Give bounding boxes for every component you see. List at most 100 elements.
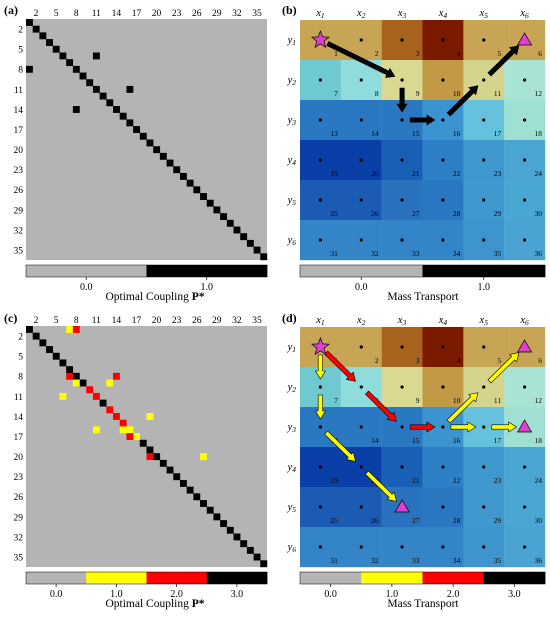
colorbar-segment: [86, 572, 147, 584]
x-label: x4: [438, 315, 448, 327]
matrix-cell: [240, 540, 248, 548]
matrix-cell: [206, 506, 214, 514]
colorbar-segment: [300, 572, 362, 584]
matrix-cell: [146, 446, 154, 454]
cell-number: 8: [375, 89, 379, 98]
cell-center-dot: [441, 425, 445, 429]
cell-number: 11: [494, 89, 501, 98]
matrix-cell: [113, 372, 120, 380]
matrix-cell: [260, 253, 268, 261]
cell-number: 20: [371, 169, 379, 178]
matrix-cell: [59, 359, 67, 367]
cell-number: 22: [453, 169, 461, 178]
source-star-marker: [310, 337, 330, 356]
matrix-cell: [200, 453, 207, 461]
matrix-tick-labels-c: 2 2 5 5 8 8 11 11 14 14 17 17 20 20 23 23 26 26 29 29 32 32 35…: [14, 316, 262, 563]
cell-center-dot: [522, 385, 527, 389]
matrix-cell: [26, 326, 33, 333]
cell-center-dot: [400, 425, 404, 429]
matrix-col-tick: 35: [252, 316, 262, 326]
colorbar-a: 0.0 1.0: [25, 264, 268, 293]
cell-number: 30: [535, 516, 543, 525]
cell-center-dot: [359, 78, 363, 82]
y-label: y1: [287, 35, 296, 47]
coupling-matrix-a: [26, 19, 268, 261]
matrix-row-tick: 2: [18, 333, 23, 343]
matrix-row-tick: 35: [14, 246, 24, 256]
matrix-cell: [79, 72, 87, 80]
cell-center-dot: [522, 545, 527, 549]
cell-center-dot: [318, 198, 323, 202]
matrix-cell: [226, 526, 234, 534]
matrix-row-tick: 32: [14, 533, 24, 543]
cell-number: 34: [453, 556, 461, 565]
matrix-col-tick: 11: [92, 9, 101, 19]
y-label: y1: [287, 342, 296, 354]
matrix-cell: [193, 493, 201, 501]
cell-number: 27: [412, 209, 420, 218]
colorbar-segment: [146, 265, 268, 277]
matrix-col-tick: 29: [212, 9, 222, 19]
cell-center-dot: [400, 158, 404, 162]
cell-number: 14: [371, 436, 379, 445]
cell-number: 17: [494, 129, 502, 138]
y-label: y2: [287, 75, 297, 87]
cell-number: 9: [416, 396, 420, 405]
matrix-cell: [159, 152, 167, 160]
matrix-row-tick: 23: [14, 166, 24, 176]
coupling-matrix-c: [26, 326, 268, 568]
cell-center-dot: [522, 465, 527, 469]
matrix-col-tick: 5: [54, 9, 59, 19]
cell-number: 16: [453, 436, 461, 445]
cell-number: 26: [371, 209, 379, 218]
cell-center-dot: [441, 158, 445, 162]
cell-center-dot: [400, 345, 404, 349]
matrix-cell: [139, 132, 147, 140]
x-label: x6: [519, 315, 529, 327]
matrix-cell: [126, 433, 134, 441]
matrix-cell: [99, 399, 107, 407]
colorbar-b: 0.0 1.0: [299, 264, 546, 293]
cell-center-dot: [359, 505, 363, 509]
matrix-cell: [106, 379, 114, 387]
cell-number: 14: [371, 129, 379, 138]
matrix-cell: [173, 166, 181, 174]
x-label: x2: [356, 8, 366, 20]
matrix-row-tick: 17: [14, 433, 24, 443]
cell-center-dot: [318, 385, 323, 389]
matrix-cell: [39, 32, 47, 40]
cell-center-dot: [318, 78, 323, 82]
matrix-cell: [59, 52, 67, 60]
cell-center-dot: [359, 465, 363, 469]
matrix-cell: [106, 99, 114, 107]
cell-number: 6: [538, 49, 542, 58]
matrix-row-tick: 20: [14, 146, 24, 156]
colorbar-tick-label: 2.0: [447, 589, 460, 600]
cell-center-dot: [482, 198, 486, 202]
grid-axis-labels-b: x1 x2 x3 x4 x5 x6 y1 y2 y3 y4 y5 y6: [287, 8, 529, 247]
cell-number: 31: [330, 249, 338, 258]
cell-center-dot: [482, 118, 486, 122]
cell-number: 23: [494, 476, 502, 485]
cell-center-dot: [482, 78, 486, 82]
matrix-cell: [113, 413, 120, 420]
matrix-cell: [79, 379, 87, 387]
matrix-cell: [146, 413, 154, 420]
matrix-cell: [246, 546, 254, 554]
panel-d-label: (d): [282, 311, 297, 325]
matrix-cell: [213, 513, 221, 521]
colorbar-segment: [146, 572, 208, 584]
cell-number: 9: [416, 89, 420, 98]
matrix-col-tick: 23: [172, 316, 182, 326]
cell-center-dot: [441, 505, 445, 509]
x-label: x3: [397, 8, 407, 20]
matrix-cell: [213, 206, 221, 214]
cell-number: 4: [457, 49, 461, 58]
panel-d-mass-transport: (d) 123456789101112131415161718192021222…: [282, 311, 546, 610]
panel-c-optimal-coupling: (c) 2 2 5 5 8 8 11 11 14 14 17 17 20 20 23 23 26 26 29 29 32…: [4, 311, 268, 610]
cell-number: 7: [334, 396, 338, 405]
matrix-cell: [173, 473, 181, 481]
transport-arrow: [491, 421, 518, 433]
matrix-cell: [166, 159, 174, 167]
